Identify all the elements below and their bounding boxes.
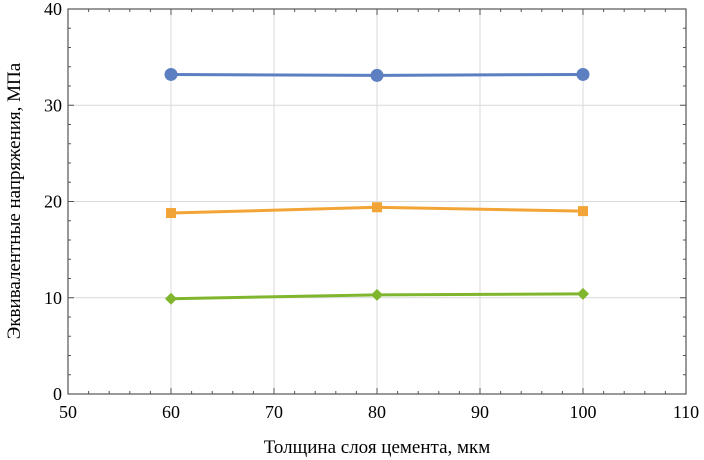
x-tick-label: 90 xyxy=(471,402,489,422)
x-tick-label: 50 xyxy=(59,402,77,422)
y-tick-label: 20 xyxy=(44,192,62,212)
y-axis-title: Эквивалентные напряжения, МПа xyxy=(4,62,25,339)
y-tick-label: 10 xyxy=(44,288,62,308)
y-tick-label: 40 xyxy=(44,0,62,19)
data-point-3 xyxy=(165,292,177,305)
data-point-2 xyxy=(166,208,176,219)
axis-ticks: 50 60 70 80 90 100 110 0 10 20 30 40 xyxy=(44,0,699,422)
y-tick-label: 30 xyxy=(44,95,62,115)
x-axis-title: Толщина слоя цемента, мкм xyxy=(264,437,491,458)
data-point-2 xyxy=(372,202,382,213)
x-tick-label: 80 xyxy=(368,402,386,422)
y-tick-label: 0 xyxy=(53,384,62,404)
data-point-3 xyxy=(577,287,589,300)
data-point-1 xyxy=(164,67,178,81)
x-tick-label: 110 xyxy=(673,402,699,422)
x-tick-label: 70 xyxy=(265,402,283,422)
data-point-1 xyxy=(576,67,590,81)
data-point-3 xyxy=(371,288,383,301)
grid xyxy=(68,9,686,394)
data-series xyxy=(164,67,590,305)
data-point-2 xyxy=(578,206,588,217)
x-tick-label: 60 xyxy=(162,402,180,422)
data-point-1 xyxy=(370,68,384,82)
x-tick-label: 100 xyxy=(570,402,597,422)
